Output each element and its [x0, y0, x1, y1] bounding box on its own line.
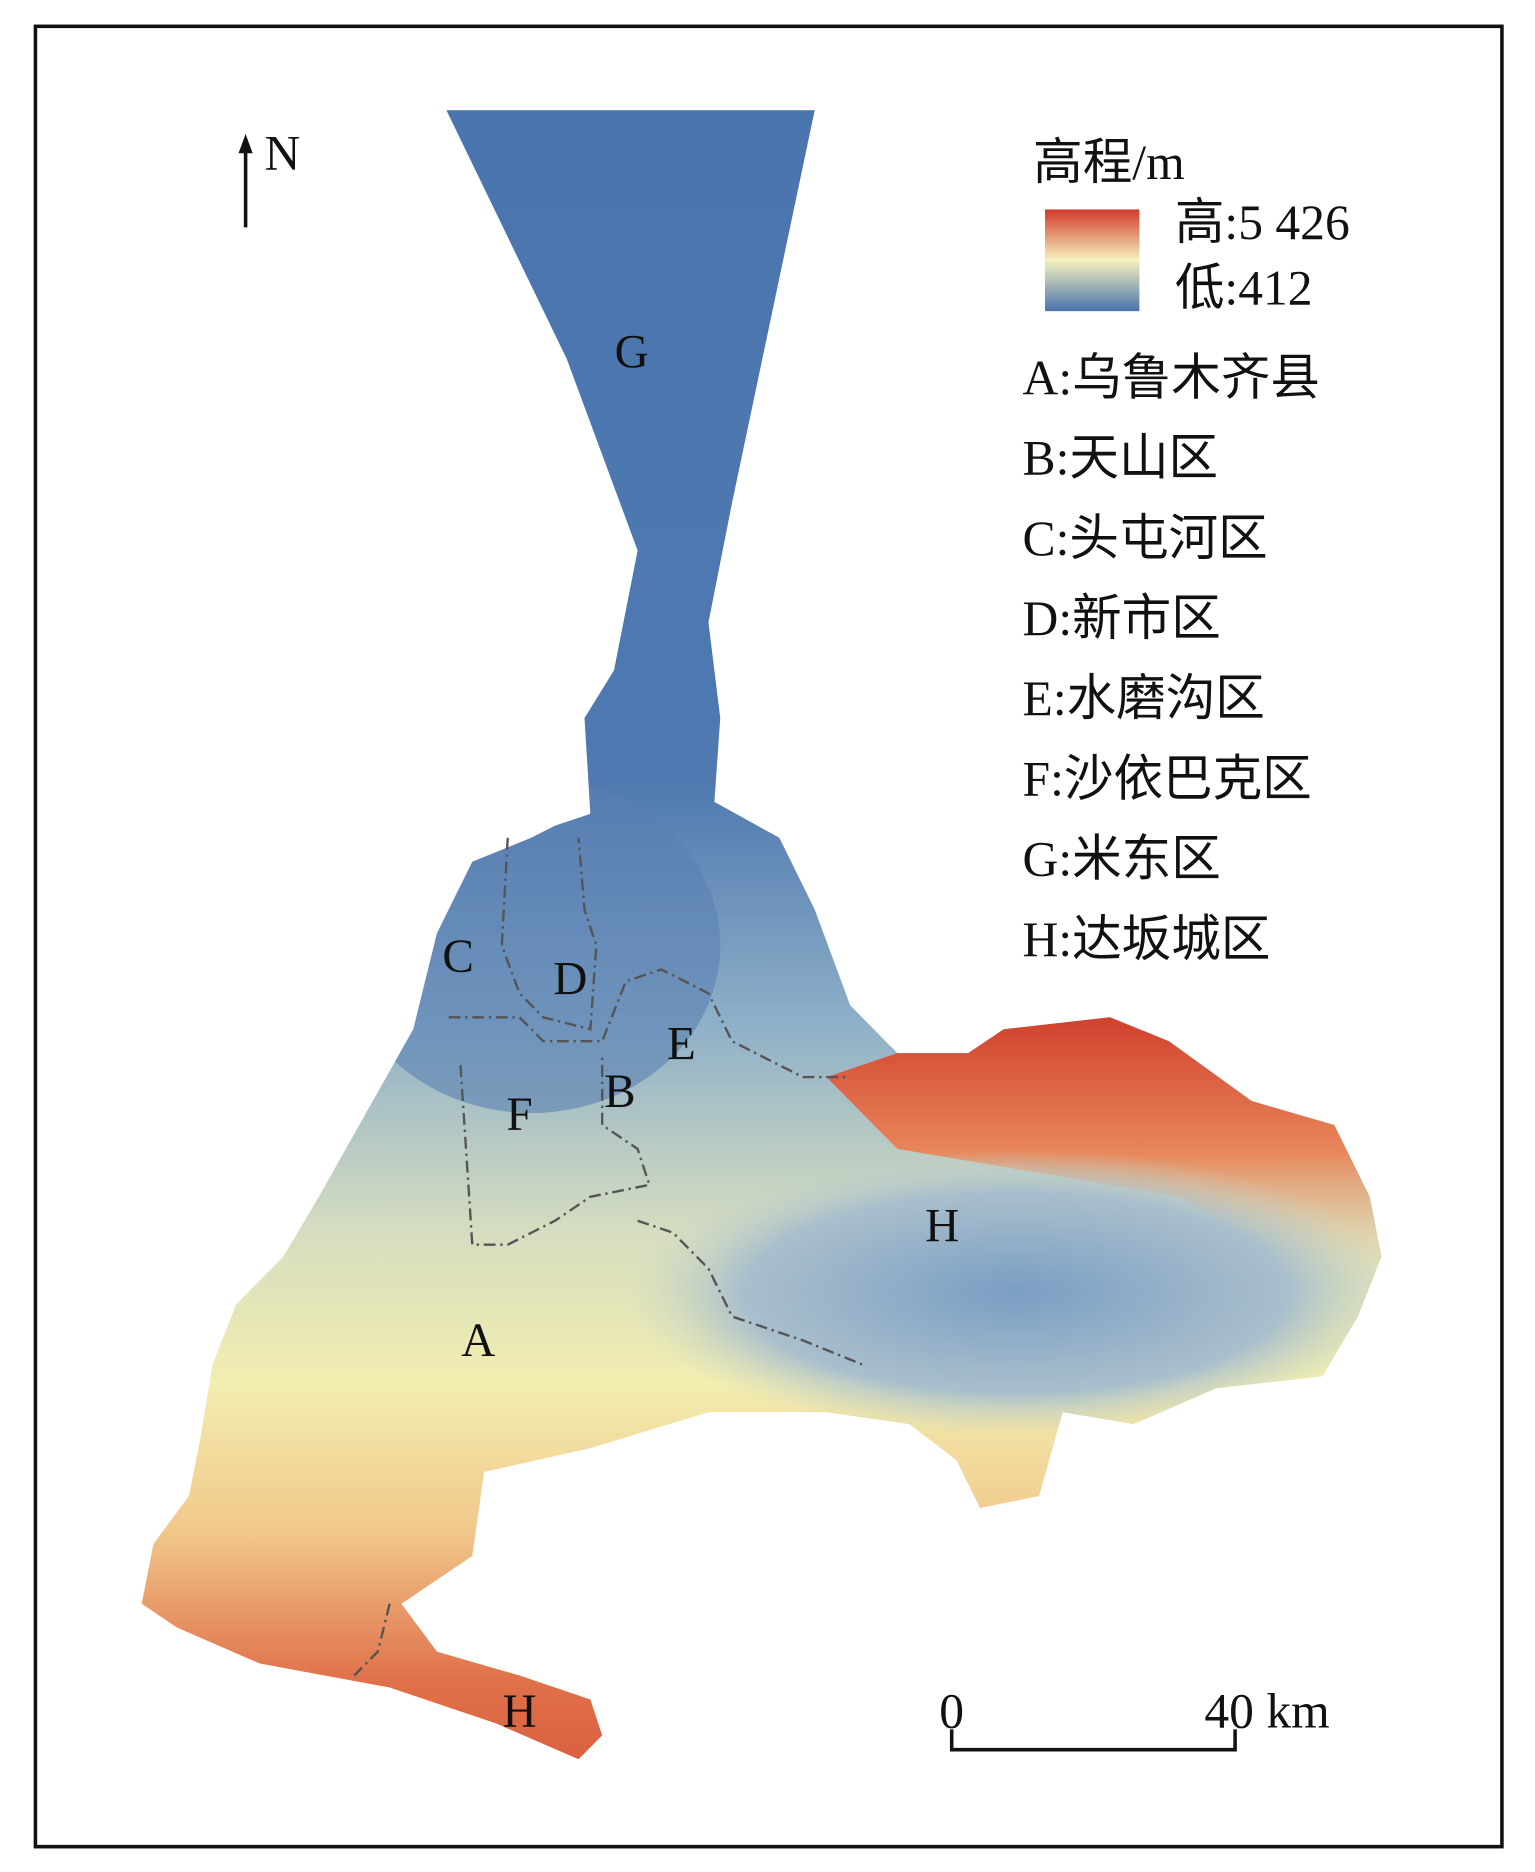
region-entry: F:沙依巴克区: [1023, 751, 1312, 806]
legend-high: 高:5 426: [1175, 195, 1350, 250]
district-label: H: [502, 1686, 536, 1738]
region-entry: A:乌鲁木齐县: [1023, 350, 1320, 405]
frame: [33, 24, 1504, 1849]
region-entry: G:米东区: [1023, 831, 1221, 886]
color-ramp: [1044, 209, 1140, 312]
north-arrow: N: [238, 125, 300, 228]
legend: 高程/m 高:5 426 低:412 A:乌鲁木齐县 B:天山区 C:头屯河区 D:新…: [1023, 135, 1350, 967]
scale-end: 40 km: [1204, 1683, 1329, 1738]
scale-bar: 0 40 km: [939, 1683, 1330, 1752]
district-label: C: [442, 931, 474, 983]
region-list: A:乌鲁木齐县 B:天山区 C:头屯河区 D:新市区 E:水磨沟区 F:沙依巴克区 G:米东…: [1023, 350, 1320, 967]
district-label: F: [506, 1089, 532, 1141]
district-label: G: [615, 326, 649, 378]
region-entry: B:天山区: [1023, 430, 1219, 485]
scale-start: 0: [939, 1683, 964, 1738]
north-label: N: [264, 125, 300, 180]
region-entry: D:新市区: [1023, 591, 1221, 646]
region-entry: C:头屯河区: [1023, 511, 1268, 566]
district-label: D: [553, 953, 587, 1005]
district-boundaries: [353, 837, 863, 1677]
region-entry: E:水磨沟区: [1023, 671, 1265, 726]
district-label: A: [461, 1315, 495, 1367]
district-label: B: [604, 1066, 636, 1118]
district-label: H: [925, 1200, 959, 1252]
legend-title: 高程/m: [1033, 135, 1185, 190]
district-label: E: [667, 1018, 696, 1070]
map-labels: G C D E F B H A H: [442, 326, 959, 1738]
legend-low: 低:412: [1175, 260, 1313, 315]
region-entry: H:达坂城区: [1023, 912, 1271, 967]
